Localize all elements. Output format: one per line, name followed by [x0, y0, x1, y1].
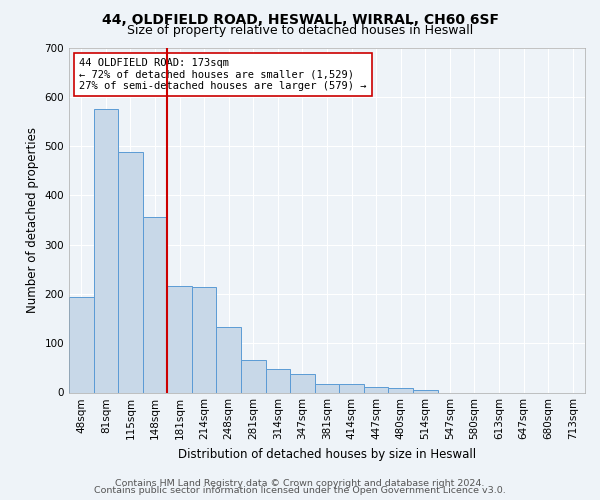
- Text: 44 OLDFIELD ROAD: 173sqm
← 72% of detached houses are smaller (1,529)
27% of sem: 44 OLDFIELD ROAD: 173sqm ← 72% of detach…: [79, 58, 367, 91]
- X-axis label: Distribution of detached houses by size in Heswall: Distribution of detached houses by size …: [178, 448, 476, 461]
- Bar: [413, 390, 437, 392]
- Y-axis label: Number of detached properties: Number of detached properties: [26, 127, 39, 313]
- Text: Contains public sector information licensed under the Open Government Licence v3: Contains public sector information licen…: [94, 486, 506, 495]
- Text: 44, OLDFIELD ROAD, HESWALL, WIRRAL, CH60 6SF: 44, OLDFIELD ROAD, HESWALL, WIRRAL, CH60…: [101, 12, 499, 26]
- Bar: [167, 286, 192, 393]
- Bar: [290, 374, 315, 392]
- Bar: [266, 369, 290, 392]
- Bar: [217, 327, 241, 392]
- Bar: [143, 217, 167, 392]
- Bar: [315, 384, 339, 392]
- Text: Size of property relative to detached houses in Heswall: Size of property relative to detached ho…: [127, 24, 473, 37]
- Bar: [388, 388, 413, 392]
- Bar: [339, 384, 364, 392]
- Bar: [94, 109, 118, 393]
- Bar: [364, 386, 388, 392]
- Bar: [192, 286, 217, 393]
- Text: Contains HM Land Registry data © Crown copyright and database right 2024.: Contains HM Land Registry data © Crown c…: [115, 478, 485, 488]
- Bar: [69, 298, 94, 392]
- Bar: [241, 360, 266, 392]
- Bar: [118, 152, 143, 392]
